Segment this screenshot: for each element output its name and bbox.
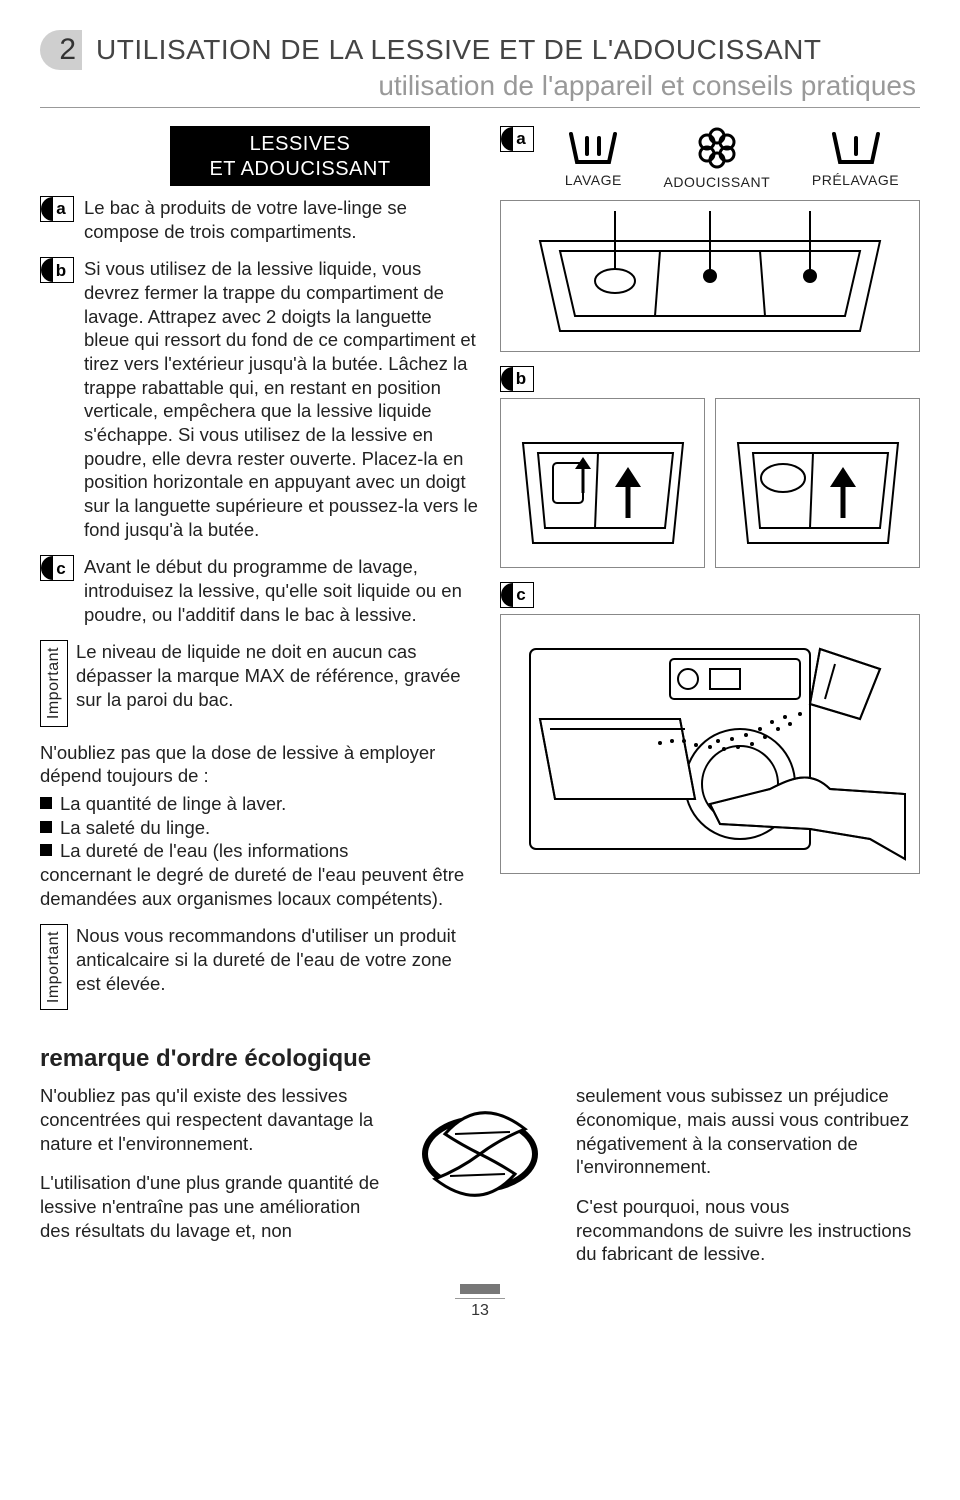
eco-left-p2: L'utilisation d'une plus grande quantité… xyxy=(40,1171,384,1242)
item-a: a Le bac à produits de votre lave-linge … xyxy=(40,196,480,243)
flower-icon xyxy=(693,126,741,170)
bullet-icon xyxy=(40,844,52,856)
wash-one-icon xyxy=(830,128,882,168)
right-column: a LAVAGE xyxy=(500,126,920,1024)
figure-c-pouring xyxy=(500,614,920,874)
bullet-icon xyxy=(40,821,52,833)
dose-bullet-3: La dureté de l'eau (les informations xyxy=(40,839,480,863)
banner-line2: ET ADOUCISSANT xyxy=(170,157,430,182)
drawer-flap-vertical-icon xyxy=(513,403,693,563)
left-column: LESSIVES ET ADOUCISSANT a Le bac à produ… xyxy=(40,126,480,1024)
figure-b-tag: b xyxy=(500,366,534,392)
pouring-detergent-icon xyxy=(510,619,910,869)
eco-leaf-graphic xyxy=(400,1084,560,1224)
eco-section: N'oubliez pas qu'il existe des lessives … xyxy=(40,1084,920,1266)
drawer-flap-horizontal-icon xyxy=(728,403,908,563)
drawer-compartments-icon xyxy=(520,201,900,351)
chapter-number: 2 xyxy=(59,31,76,69)
bullet-icon xyxy=(40,797,52,809)
important-note-2: Important Nous vous recommandons d'utili… xyxy=(40,924,480,1010)
dose-intro: N'oubliez pas que la dose de lessive à e… xyxy=(40,741,480,788)
page-title: UTILISATION DE LA LESSIVE ET DE L'ADOUCI… xyxy=(96,32,821,67)
dose-bullet-2: La saleté du linge. xyxy=(40,816,480,840)
important-note-1: Important Le niveau de liquide ne doit e… xyxy=(40,640,480,726)
symbol-prelavage: PRÉLAVAGE xyxy=(812,128,899,190)
eco-heading: remarque d'ordre écologique xyxy=(40,1044,920,1074)
figure-a-header: a LAVAGE xyxy=(500,126,920,192)
label-adoucissant: ADOUCISSANT xyxy=(664,174,771,192)
label-lavage: LAVAGE xyxy=(565,172,622,190)
important-text-2: Nous vous recommandons d'utiliser un pro… xyxy=(76,924,480,1010)
page-footer: 13 xyxy=(40,1284,920,1321)
tag-b: b xyxy=(40,257,74,283)
page-subtitle: utilisation de l'appareil et conseils pr… xyxy=(40,68,920,103)
dose-tail: concernant le degré de dureté de l'eau p… xyxy=(40,863,480,910)
chapter-tab: 2 xyxy=(40,30,82,70)
label-prelavage: PRÉLAVAGE xyxy=(812,172,899,190)
item-b: b Si vous utilisez de la lessive liquide… xyxy=(40,257,480,541)
figure-c-header: c xyxy=(500,582,920,608)
important-label-1: Important xyxy=(44,647,64,719)
eco-right-p1: seulement vous subissez un préjudice éco… xyxy=(576,1084,920,1179)
figure-a-drawer xyxy=(500,200,920,352)
page-number: 13 xyxy=(455,1298,505,1321)
footer-bar xyxy=(460,1284,500,1294)
important-text-1: Le niveau de liquide ne doit en aucun ca… xyxy=(76,640,480,726)
tag-a: a xyxy=(40,196,74,222)
dose-bullet-1: La quantité de linge à laver. xyxy=(40,792,480,816)
header-divider xyxy=(40,107,920,108)
tag-c: c xyxy=(40,555,74,581)
important-box-1: Important xyxy=(40,640,68,726)
figure-b-header: b xyxy=(500,366,920,392)
symbol-lavage: LAVAGE xyxy=(565,128,622,190)
eco-left-p1: N'oubliez pas qu'il existe des lessives … xyxy=(40,1084,384,1155)
item-b-text: Si vous utilisez de la lessive liquide, … xyxy=(84,257,480,541)
figure-b-left xyxy=(500,398,705,568)
important-box-2: Important xyxy=(40,924,68,1010)
leaf-swirl-icon xyxy=(405,1084,555,1224)
eco-right-p2: C'est pourquoi, nous vous recommandons d… xyxy=(576,1195,920,1266)
figure-c-tag: c xyxy=(500,582,534,608)
figure-b-right xyxy=(715,398,920,568)
wash-two-icon xyxy=(567,128,619,168)
section-banner: LESSIVES ET ADOUCISSANT xyxy=(170,126,430,186)
symbol-adoucissant: ADOUCISSANT xyxy=(664,126,771,192)
page-header: 2 UTILISATION DE LA LESSIVE ET DE L'ADOU… xyxy=(40,30,920,108)
item-a-text: Le bac à produits de votre lave-linge se… xyxy=(84,196,480,243)
important-label-2: Important xyxy=(44,931,64,1003)
item-c-text: Avant le début du programme de lavage, i… xyxy=(84,555,480,626)
item-c: c Avant le début du programme de lavage,… xyxy=(40,555,480,626)
figure-a-tag: a xyxy=(500,126,534,152)
banner-line1: LESSIVES xyxy=(170,132,430,157)
